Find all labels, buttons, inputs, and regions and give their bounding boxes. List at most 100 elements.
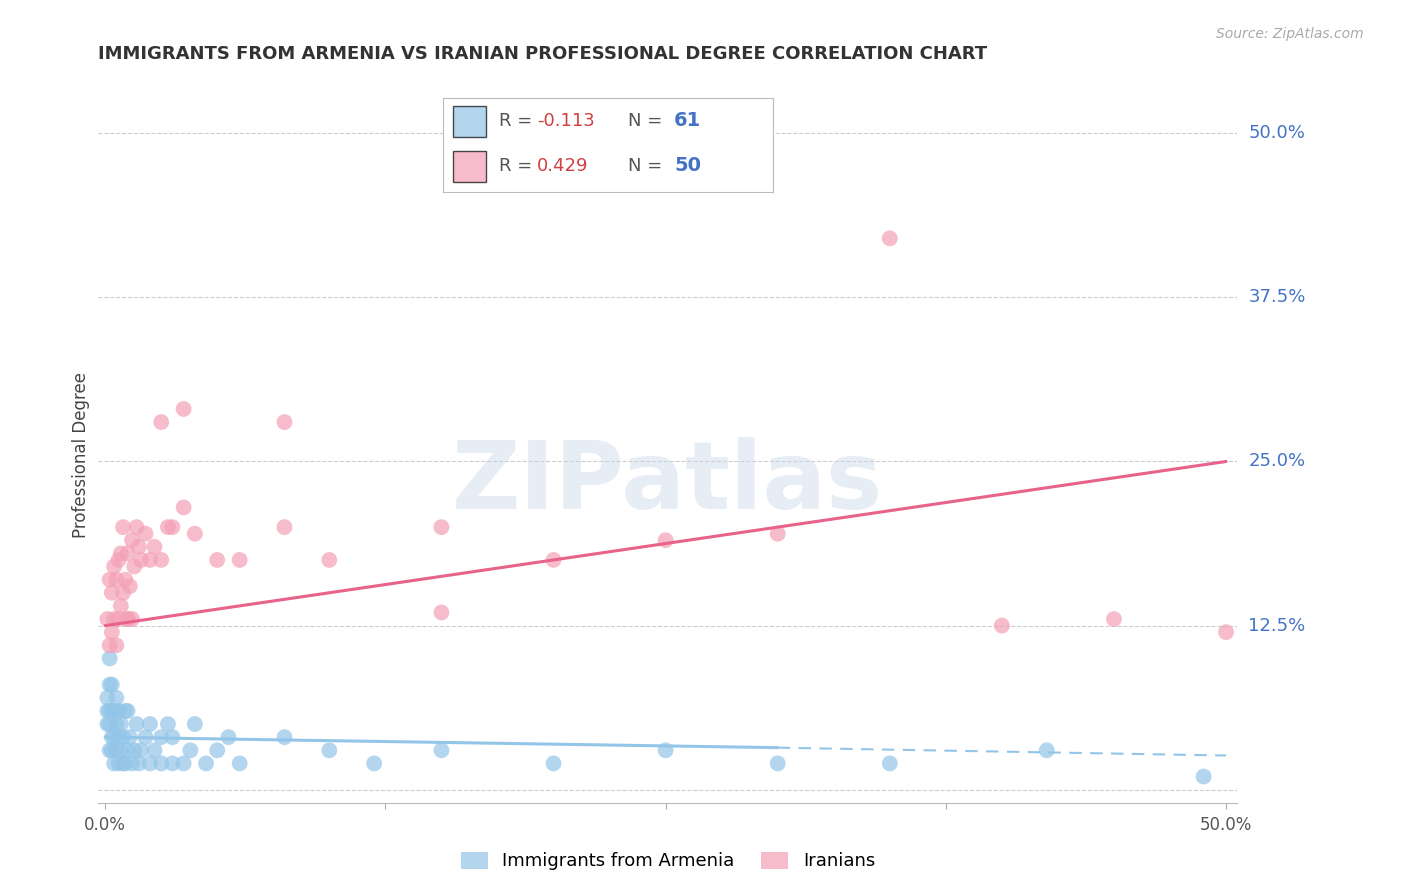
Point [173,500,195,515]
Point [101,730,124,744]
Point [124,743,146,757]
Text: 25.0%: 25.0% [1249,452,1306,470]
Point [103,559,125,574]
Point [195,756,218,771]
Point [118,730,141,744]
Point [879,231,901,245]
Point [98,573,121,587]
Point [228,756,250,771]
Point [228,553,250,567]
Point [121,756,143,771]
Point [184,717,207,731]
Text: 0.429: 0.429 [537,157,589,175]
Text: 50.0%: 50.0% [1249,124,1305,143]
Point [103,704,125,718]
FancyBboxPatch shape [453,151,486,183]
Text: 0.0%: 0.0% [84,816,127,834]
Point [766,756,789,771]
Point [134,526,156,541]
Point [96,690,118,705]
Point [1215,625,1237,640]
Point [139,717,162,731]
Point [101,625,124,640]
Text: 12.5%: 12.5% [1249,616,1306,634]
Point [543,553,565,567]
Point [121,533,143,548]
Point [150,553,173,567]
Point [105,573,128,587]
Point [430,520,453,534]
Point [654,533,676,548]
Text: 50.0%: 50.0% [1199,816,1253,834]
Point [114,573,136,587]
Text: 61: 61 [675,112,702,130]
Point [118,579,141,593]
Point [117,743,139,757]
Point [103,612,125,626]
Point [112,586,135,600]
Text: -0.113: -0.113 [537,112,595,129]
Point [1102,612,1125,626]
Point [121,612,143,626]
Point [143,743,166,757]
Point [156,520,179,534]
Point [273,730,295,744]
Point [129,553,152,567]
Point [103,756,125,771]
Text: IMMIGRANTS FROM ARMENIA VS IRANIAN PROFESSIONAL DEGREE CORRELATION CHART: IMMIGRANTS FROM ARMENIA VS IRANIAN PROFE… [98,45,987,62]
Point [150,415,173,429]
Text: N =: N = [628,112,668,129]
Point [879,756,901,771]
Point [98,638,121,652]
Point [107,756,129,771]
Point [96,717,118,731]
Point [207,553,229,567]
Point [766,526,789,541]
Text: ZIPatlas: ZIPatlas [453,437,883,529]
Text: N =: N = [628,157,668,175]
Point [1035,743,1057,757]
Point [162,756,184,771]
Point [162,730,184,744]
Point [107,553,129,567]
Y-axis label: Professional Degree: Professional Degree [72,372,90,538]
Point [117,612,139,626]
Point [207,743,229,757]
Text: 37.5%: 37.5% [1249,288,1306,306]
Point [98,717,121,731]
Point [543,756,565,771]
Point [217,730,239,744]
Point [114,704,136,718]
Point [117,546,139,560]
Point [430,743,453,757]
Point [117,612,139,626]
Point [143,540,166,554]
Point [101,586,124,600]
Point [128,756,150,771]
Point [105,717,128,731]
Point [101,704,124,718]
Point [654,743,676,757]
Point [110,717,132,731]
Point [430,606,453,620]
Point [125,520,148,534]
Point [107,612,129,626]
Text: 50: 50 [675,156,702,175]
Point [105,638,128,652]
Point [139,756,162,771]
Point [318,743,340,757]
Point [273,415,295,429]
Point [129,743,152,757]
Point [107,704,129,718]
Point [156,717,179,731]
Point [1192,770,1215,784]
Text: R =: R = [499,112,538,129]
Point [98,704,121,718]
Legend: Immigrants from Armenia, Iranians: Immigrants from Armenia, Iranians [461,852,875,871]
Point [98,743,121,757]
Point [150,730,173,744]
Point [114,756,136,771]
Point [162,520,184,534]
Point [110,743,132,757]
Point [110,599,132,613]
